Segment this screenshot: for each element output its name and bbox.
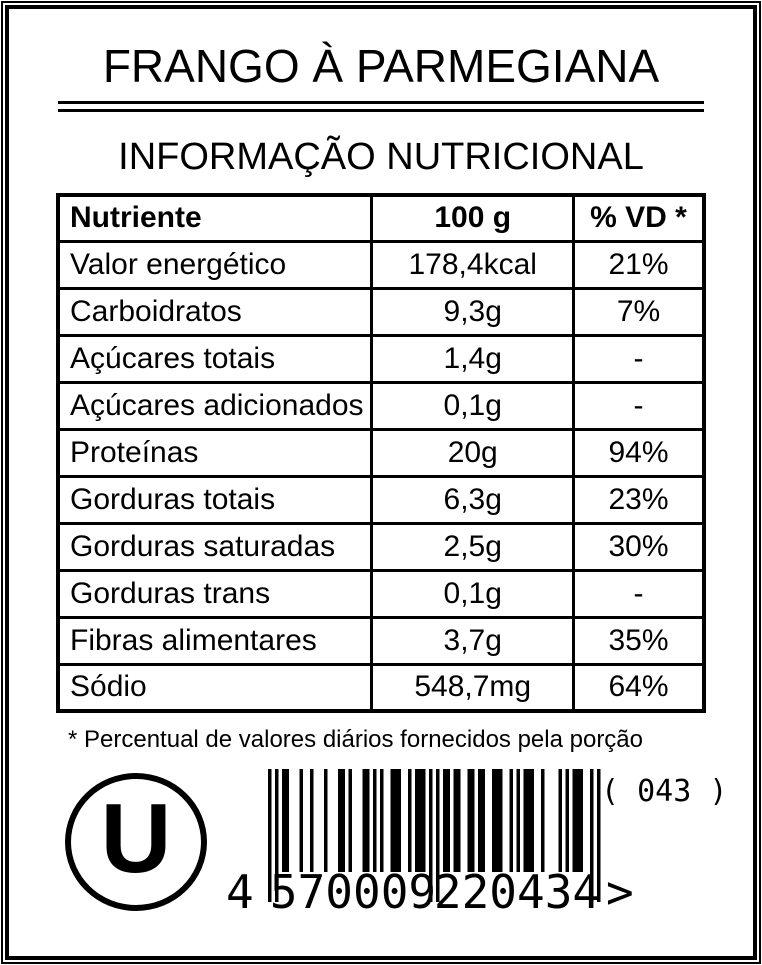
nutrient-name: Carboidratos xyxy=(56,286,374,337)
section-title: INFORMAÇÃO NUTRICIONAL xyxy=(118,136,644,178)
nutrient-amount: 9,3g xyxy=(370,286,575,337)
nutrient-dv: 7% xyxy=(572,286,706,337)
col-header-nutrient: Nutriente xyxy=(56,193,374,243)
nutrient-amount: 0,1g xyxy=(370,568,575,619)
table-row: Gorduras totais 6,3g 23% xyxy=(56,474,706,525)
barcode-digit-first: 4 xyxy=(226,864,254,919)
nutrient-name: Fibras alimentares xyxy=(56,615,374,666)
dv-footnote: * Percentual de valores diários fornecid… xyxy=(68,726,644,753)
nutrient-dv: 21% xyxy=(572,239,706,290)
barcode-digits-left: 570009 xyxy=(269,864,437,919)
table-row: Valor energético 178,4kcal 21% xyxy=(56,239,706,290)
nutrient-amount: 1,4g xyxy=(370,333,575,384)
nutrient-dv: 64% xyxy=(572,662,706,713)
label-frame-inner: FRANGO À PARMEGIANA INFORMAÇÃO NUTRICION… xyxy=(5,5,757,960)
nutrient-amount: 2,5g xyxy=(370,521,575,572)
batch-code: ( 043 ) xyxy=(601,773,728,809)
nutrient-name: Açúcares adicionados xyxy=(56,380,374,431)
table-body: Valor energético 178,4kcal 21% Carboidratos… xyxy=(56,239,706,713)
title-divider xyxy=(58,101,704,112)
table-row: Gorduras trans 0,1g - xyxy=(56,568,706,619)
nutrition-table: Nutriente 100 g % VD * Valor energético 1… xyxy=(56,193,706,713)
bottom-section: U 4 570009 220434 > ( 043 ) xyxy=(9,759,753,956)
barcode-digits-right: 220434 xyxy=(433,864,601,919)
nutrient-name: Açúcares totais xyxy=(56,333,374,384)
nutrient-dv: 23% xyxy=(572,474,706,525)
table-row: Sódio 548,7mg 64% xyxy=(56,662,706,713)
table-row: Açúcares totais 1,4g - xyxy=(56,333,706,384)
barcode-bars-icon xyxy=(268,768,601,902)
nutrient-amount: 0,1g xyxy=(370,380,575,431)
nutrient-dv: - xyxy=(572,568,706,619)
table-row: Carboidratos 9,3g 7% xyxy=(56,286,706,337)
barcode-trailer: > xyxy=(606,864,634,919)
nutrient-dv: 94% xyxy=(572,427,706,478)
nutrient-name: Gorduras saturadas xyxy=(56,521,374,572)
nutrient-dv: - xyxy=(572,333,706,384)
nutrient-amount: 3,7g xyxy=(370,615,575,666)
table-row: Proteínas 20g 94% xyxy=(56,427,706,478)
table-row: Açúcares adicionados 0,1g - xyxy=(56,380,706,431)
nutrient-name: Valor energético xyxy=(56,239,374,290)
table-row: Fibras alimentares 3,7g 35% xyxy=(56,615,706,666)
nutrient-amount: 6,3g xyxy=(370,474,575,525)
barcode: 4 570009 220434 > xyxy=(226,768,634,915)
nutrient-amount: 20g xyxy=(370,427,575,478)
nutrient-amount: 178,4kcal xyxy=(370,239,575,290)
nutrient-name: Sódio xyxy=(56,662,374,713)
product-title: FRANGO À PARMEGIANA xyxy=(102,40,660,92)
table-header: Nutriente 100 g % VD * xyxy=(56,193,706,243)
col-header-dv: % VD * xyxy=(572,193,706,243)
nutrient-name: Gorduras totais xyxy=(56,474,374,525)
nutrient-name: Proteínas xyxy=(56,427,374,478)
col-header-amount: 100 g xyxy=(370,193,575,243)
table-header-row: Nutriente 100 g % VD * xyxy=(56,193,706,243)
nutrient-amount: 548,7mg xyxy=(370,662,575,713)
kosher-u-letter: U xyxy=(100,782,172,893)
nutrient-name: Gorduras trans xyxy=(56,568,374,619)
nutrient-dv: 30% xyxy=(572,521,706,572)
nutrient-dv: 35% xyxy=(572,615,706,666)
kosher-ou-icon: U xyxy=(65,772,207,911)
nutrient-dv: - xyxy=(572,380,706,431)
table-row: Gorduras saturadas 2,5g 30% xyxy=(56,521,706,572)
